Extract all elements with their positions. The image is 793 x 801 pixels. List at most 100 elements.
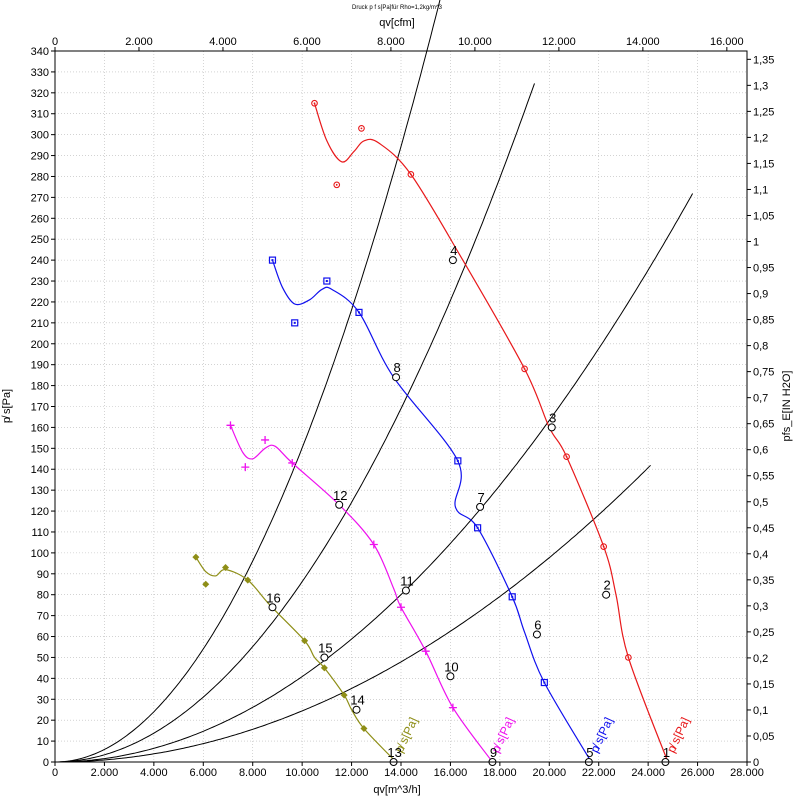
operating-point: 6	[532, 617, 542, 639]
y-tick-label: 280	[31, 171, 49, 183]
y2-tick-label: 0,4	[753, 549, 768, 561]
operating-point-marker	[532, 630, 541, 639]
series-marker	[454, 457, 462, 465]
series-line	[271, 259, 592, 763]
y2-tick-label: 0,5	[753, 497, 768, 509]
series-2: p̸ s[Pa]	[268, 256, 616, 763]
x-tick-label: 2.000	[91, 767, 119, 779]
y-tick-label: 120	[31, 506, 49, 518]
system-curve	[55, 0, 441, 763]
operating-point-marker	[448, 256, 457, 265]
x-tick-label: 10.000	[285, 767, 319, 779]
series-line	[195, 556, 397, 763]
x2-tick-label: 12.000	[542, 36, 576, 48]
y2-tick-label: 1,15	[753, 158, 774, 170]
series-marker	[222, 564, 230, 572]
series-marker	[226, 421, 235, 430]
y2-tick-label: 1,1	[753, 184, 768, 196]
series-marker	[625, 654, 632, 661]
y2-tick-label: 0,45	[753, 523, 774, 535]
y2-tick-label: 0,2	[753, 653, 768, 665]
operating-point-marker	[401, 586, 410, 595]
operating-point: 16	[266, 590, 281, 612]
y2-tick-label: 0,85	[753, 315, 774, 327]
y-tick-label: 140	[31, 464, 49, 476]
operating-point-marker	[352, 705, 361, 714]
y-tick-label: 160	[31, 422, 49, 434]
y2-tick-label: 0,9	[753, 289, 768, 301]
y2-tick-label: 1,2	[753, 132, 768, 144]
operating-point: 15	[318, 640, 333, 662]
operating-point-label: 6	[534, 617, 541, 632]
series-marker	[323, 277, 331, 285]
series-marker	[360, 725, 368, 733]
y-tick-label: 290	[31, 151, 49, 163]
y-tick-label: 250	[31, 234, 49, 246]
y-tick-label: 230	[31, 276, 49, 288]
operating-point: 2	[602, 578, 611, 599]
y-tick-label: 130	[31, 485, 49, 497]
series-line	[313, 103, 669, 763]
x-tick-label: 20.000	[532, 767, 566, 779]
y-tick-label: 240	[31, 255, 49, 267]
operating-point: 8	[392, 360, 401, 382]
y-tick-label: 270	[31, 192, 49, 204]
operating-point: 10	[444, 659, 459, 681]
y2-tick-label: 0,7	[753, 393, 768, 405]
top-axis-label: qv[cfm]	[379, 17, 414, 29]
y-tick-label: 180	[31, 381, 49, 393]
y2-tick-label: 0,35	[753, 575, 774, 587]
operating-point-marker	[446, 672, 455, 681]
x-tick-label: 24.000	[631, 767, 665, 779]
series-marker	[244, 576, 252, 584]
operating-point-marker	[268, 603, 277, 612]
right-axis-label: pfs_E[IN H2O]	[781, 371, 793, 442]
y-tick-label: 70	[37, 611, 49, 623]
y2-tick-label: 0,95	[753, 263, 774, 275]
fan-series: p̸ s[Pa]p̸ s[Pa]p̸ s[Pa]p̸ s[Pa]	[192, 99, 692, 763]
y-tick-label: 310	[31, 109, 49, 121]
operating-point-label: 14	[350, 693, 364, 708]
y2-tick-label: 0,15	[753, 679, 774, 691]
operating-point-label: 2	[604, 578, 611, 593]
x-tick-label: 16.000	[434, 767, 468, 779]
system-curve	[55, 83, 535, 763]
y-tick-label: 20	[37, 715, 49, 727]
series-marker	[540, 678, 548, 687]
series-marker	[421, 647, 430, 656]
series-marker	[241, 463, 250, 472]
y-tick-label: 300	[31, 130, 49, 142]
y2-tick-label: 0,6	[753, 445, 768, 457]
y-tick-label: 30	[37, 694, 49, 706]
y2-tick-label: 0	[753, 757, 759, 769]
y-tick-label: 220	[31, 297, 49, 309]
series-marker	[288, 458, 297, 467]
operating-point: 3	[547, 410, 556, 432]
series-marker	[311, 99, 318, 107]
series-marker	[202, 580, 210, 588]
operating-point-label: 8	[393, 360, 400, 375]
operating-point: 11	[400, 574, 414, 595]
y-tick-label: 320	[31, 88, 49, 100]
series-4: p̸ s[Pa]	[192, 553, 421, 763]
y-tick-label: 90	[37, 569, 49, 581]
y2-tick-label: 0,55	[753, 471, 774, 483]
series-marker	[340, 691, 348, 699]
y-tick-label: 170	[31, 402, 49, 414]
x2-tick-label: 14.000	[626, 36, 660, 48]
y2-tick-label: 0,65	[753, 419, 774, 431]
series-marker	[448, 703, 457, 712]
series-marker	[358, 125, 365, 132]
x-tick-label: 22.000	[582, 767, 616, 779]
operating-point-marker	[320, 653, 329, 662]
left-axis-label: p̸ s[Pa]	[1, 389, 13, 423]
system-curves	[55, 0, 694, 763]
y-tick-label: 210	[31, 318, 49, 330]
operating-point-label: 1	[663, 745, 670, 760]
plot-frame	[54, 50, 748, 763]
grid	[55, 51, 747, 762]
y-tick-label: 110	[31, 527, 49, 539]
y-tick-label: 200	[31, 339, 49, 351]
series-marker	[397, 603, 405, 612]
operating-point: 7	[476, 490, 485, 511]
